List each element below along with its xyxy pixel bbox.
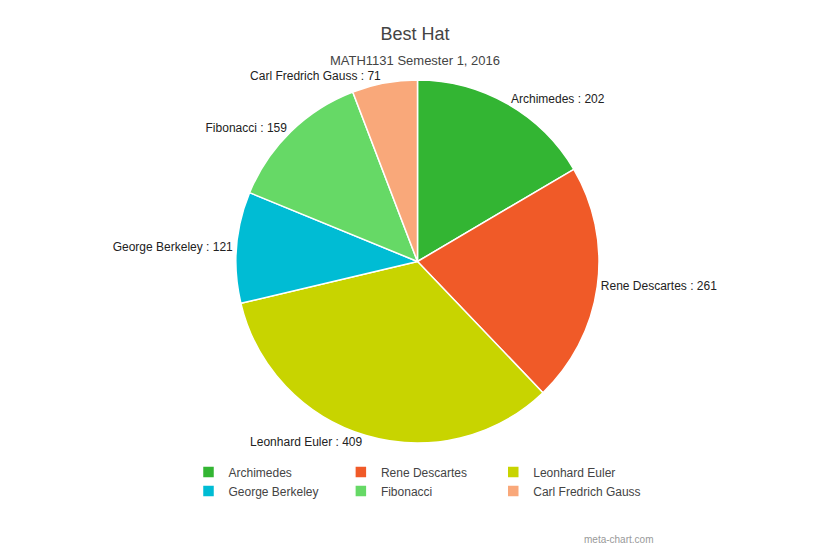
svg-text:Carl Fredrich Gauss: Carl Fredrich Gauss: [533, 485, 640, 499]
svg-text:meta-chart.com: meta-chart.com: [584, 534, 653, 545]
svg-text:Fibonacci: Fibonacci: [381, 485, 432, 499]
svg-text:Rene Descartes: Rene Descartes: [381, 466, 467, 480]
svg-text:Best Hat: Best Hat: [380, 24, 449, 44]
svg-text:Leonhard Euler: Leonhard Euler: [533, 466, 615, 480]
svg-text:Archimedes : 202: Archimedes : 202: [511, 92, 605, 106]
svg-text:MATH1131 Semester 1, 2016: MATH1131 Semester 1, 2016: [330, 53, 500, 68]
svg-text:Leonhard Euler : 409: Leonhard Euler : 409: [250, 435, 362, 449]
svg-text:George Berkeley: George Berkeley: [229, 485, 319, 499]
svg-text:Fibonacci : 159: Fibonacci : 159: [206, 121, 288, 135]
svg-text:George Berkeley : 121: George Berkeley : 121: [113, 240, 233, 254]
svg-text:Carl Fredrich Gauss : 71: Carl Fredrich Gauss : 71: [250, 69, 381, 83]
svg-text:Rene Descartes : 261: Rene Descartes : 261: [601, 279, 717, 293]
svg-text:Archimedes: Archimedes: [229, 466, 292, 480]
